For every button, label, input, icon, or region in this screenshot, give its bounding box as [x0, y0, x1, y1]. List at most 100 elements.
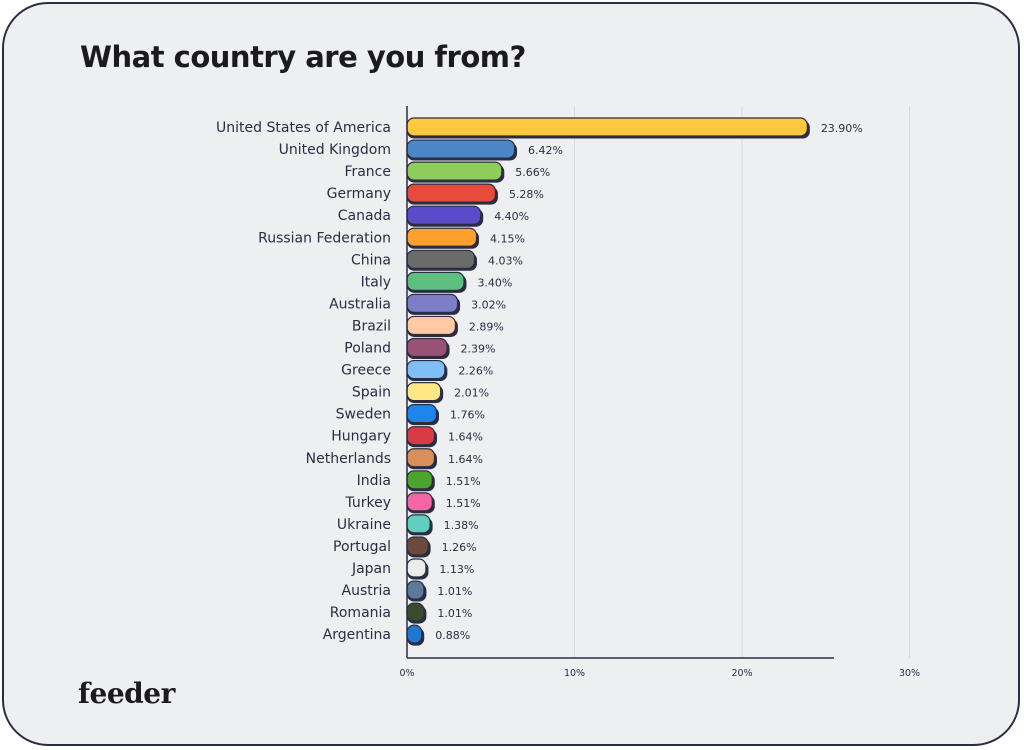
category-label: Argentina: [323, 627, 391, 643]
category-label: United States of America: [216, 120, 391, 136]
category-label: Netherlands: [306, 451, 391, 467]
bar: [406, 492, 433, 512]
value-label: 3.02%: [471, 298, 506, 311]
bar-row: Japan 1.13%: [351, 558, 474, 580]
bar: [406, 470, 433, 490]
bar: [406, 117, 808, 137]
bar-row: Italy 3.40%: [361, 271, 512, 293]
category-label: Japan: [351, 561, 391, 577]
x-tick-label: 20%: [731, 668, 752, 679]
bar-row: Greece 2.26%: [341, 359, 493, 382]
axes: [406, 106, 834, 659]
value-label: 3.40%: [477, 276, 512, 289]
bar-row: India 1.51%: [357, 470, 481, 492]
bar: [406, 359, 446, 380]
category-label: Australia: [329, 296, 391, 312]
bar-row: Germany 5.28%: [327, 183, 544, 205]
category-label: Spain: [352, 385, 391, 401]
bar: [406, 293, 459, 313]
bar: [406, 249, 476, 269]
chart-title: What country are you from?: [80, 40, 526, 74]
bar: [406, 271, 465, 291]
bar-row: Argentina 0.88%: [323, 624, 470, 646]
bar: [406, 315, 457, 336]
bar: [406, 139, 516, 159]
value-label: 1.13%: [439, 563, 474, 576]
bar: [406, 602, 425, 622]
bar-row: Austria 1.01%: [342, 580, 472, 602]
bar-row: Romania 1.01%: [330, 602, 472, 624]
value-label: 0.88%: [435, 629, 470, 642]
value-label: 2.39%: [461, 343, 496, 356]
bar: [406, 227, 478, 247]
category-label: Brazil: [352, 318, 391, 334]
bar-row: Canada 4.40%: [338, 205, 529, 227]
value-label: 5.28%: [509, 188, 544, 201]
bar-row: China 4.03%: [351, 249, 523, 271]
x-tick-label: 10%: [564, 668, 585, 679]
bar-row: Netherlands 1.64%: [306, 448, 483, 470]
value-label: 1.51%: [446, 497, 481, 510]
bar-row: Portugal 1.26%: [333, 536, 477, 558]
bar: [406, 404, 438, 424]
bar-row: Turkey 1.51%: [344, 492, 481, 514]
value-label: 1.26%: [442, 541, 477, 554]
bar: [406, 382, 442, 402]
value-label: 5.66%: [515, 166, 550, 179]
value-label: 2.01%: [454, 387, 489, 400]
category-label: China: [351, 252, 391, 268]
x-tick-label: 30%: [899, 668, 920, 679]
value-label: 4.40%: [494, 210, 529, 223]
category-label: Ukraine: [337, 517, 391, 533]
category-label: Germany: [327, 186, 391, 202]
bar: [406, 183, 497, 203]
category-label: Italy: [361, 274, 391, 290]
category-label: Sweden: [336, 407, 391, 423]
bar-row: Poland 2.39%: [344, 337, 496, 359]
value-label: 1.76%: [450, 409, 485, 422]
bar-row: United States of America 23.90%: [216, 117, 863, 139]
bar-row: Australia 3.02%: [329, 293, 506, 315]
value-label: 4.03%: [488, 254, 523, 267]
grid: [574, 106, 910, 658]
category-label: Russian Federation: [258, 230, 391, 246]
category-label: Portugal: [333, 539, 391, 555]
bar: [406, 448, 436, 468]
bar-row: France 5.66%: [344, 161, 550, 183]
value-label: 6.42%: [528, 144, 563, 157]
category-label: Poland: [344, 341, 391, 357]
value-label: 1.64%: [448, 453, 483, 466]
x-axis-ticks: 0% 10% 20% 30%: [399, 668, 920, 679]
value-label: 2.89%: [469, 320, 504, 333]
bar: [406, 161, 503, 181]
category-label: Hungary: [331, 429, 391, 445]
bar: [406, 580, 425, 600]
bar: [406, 536, 429, 556]
bar: [406, 337, 448, 358]
category-label: Greece: [341, 363, 391, 379]
x-tick-label: 0%: [399, 668, 414, 679]
bar-row: Sweden 1.76%: [336, 404, 485, 426]
bar-row: Hungary 1.64%: [331, 426, 483, 448]
value-label: 2.26%: [458, 365, 493, 378]
feeder-logo: feeder: [78, 677, 175, 710]
bar-row: Ukraine 1.38%: [337, 514, 479, 536]
value-label: 1.01%: [437, 607, 472, 620]
category-label: United Kingdom: [279, 142, 391, 158]
bar: [406, 426, 436, 446]
value-label: 1.64%: [448, 431, 483, 444]
value-label: 1.38%: [444, 519, 479, 532]
bar-row: Russian Federation 4.15%: [258, 227, 525, 249]
value-label: 1.51%: [446, 475, 481, 488]
category-label: France: [344, 164, 391, 180]
bars: United States of America 23.90% United Kin…: [216, 117, 863, 646]
category-label: Romania: [330, 605, 391, 621]
bar-row: Brazil 2.89%: [352, 315, 504, 337]
value-label: 4.15%: [490, 232, 525, 245]
bar: [406, 624, 423, 644]
bar: [406, 558, 427, 578]
bar-row: Spain 2.01%: [352, 382, 489, 404]
value-label: 23.90%: [821, 122, 863, 135]
category-label: Canada: [338, 208, 391, 224]
category-label: Turkey: [344, 495, 391, 511]
